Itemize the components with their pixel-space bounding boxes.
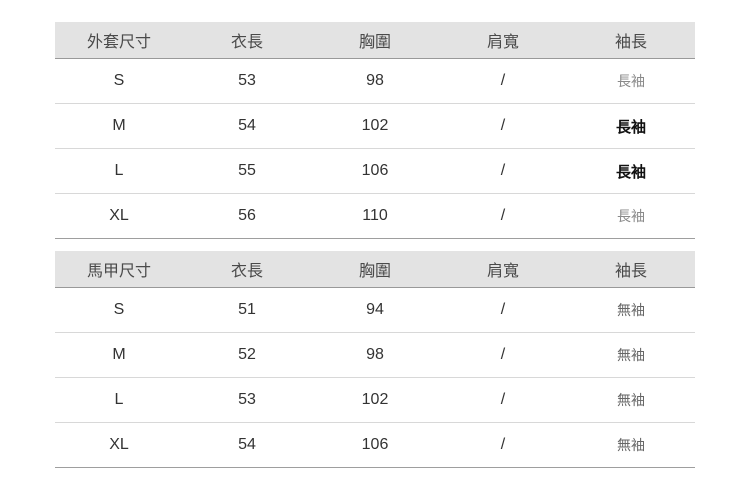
- header-cell-shoulder: 肩寬: [439, 251, 567, 288]
- sleeve-cell: 長袖: [567, 148, 695, 194]
- vest-header-row: 馬甲尺寸 衣長 胸圍 肩寬 袖長: [55, 251, 695, 288]
- sleeve-value: 無袖: [617, 437, 645, 453]
- length-cell: 55: [183, 148, 311, 194]
- shoulder-cell: /: [439, 148, 567, 194]
- length-cell: 51: [183, 287, 311, 333]
- chest-cell: 110: [311, 193, 439, 239]
- table-row: L 55 106 / 長袖: [55, 148, 695, 194]
- table-row: S 51 94 / 無袖: [55, 287, 695, 333]
- size-cell: M: [55, 103, 183, 149]
- length-cell: 53: [183, 58, 311, 104]
- length-cell: 54: [183, 103, 311, 149]
- size-cell: S: [55, 287, 183, 333]
- table-row: L 53 102 / 無袖: [55, 377, 695, 423]
- chest-cell: 106: [311, 148, 439, 194]
- sleeve-value: 長袖: [615, 118, 646, 136]
- size-cell: S: [55, 58, 183, 104]
- header-cell-sleeve: 袖長: [567, 22, 695, 59]
- sleeve-value: 長袖: [617, 208, 645, 224]
- sleeve-cell: 無袖: [567, 332, 695, 378]
- chest-cell: 102: [311, 377, 439, 423]
- header-cell-chest: 胸圍: [311, 251, 439, 288]
- sleeve-value: 無袖: [617, 392, 645, 408]
- sleeve-value: 長袖: [615, 163, 646, 181]
- sleeve-value: 無袖: [617, 302, 645, 318]
- sleeve-value: 無袖: [617, 347, 645, 363]
- sleeve-cell: 無袖: [567, 287, 695, 333]
- shoulder-cell: /: [439, 58, 567, 104]
- shoulder-cell: /: [439, 103, 567, 149]
- sleeve-cell: 長袖: [567, 58, 695, 104]
- sleeve-cell: 無袖: [567, 377, 695, 423]
- header-cell-sleeve: 袖長: [567, 251, 695, 288]
- size-cell: L: [55, 148, 183, 194]
- jacket-header-row: 外套尺寸 衣長 胸圍 肩寬 袖長: [55, 22, 695, 59]
- shoulder-cell: /: [439, 422, 567, 468]
- table-row: XL 54 106 / 無袖: [55, 422, 695, 468]
- sleeve-cell: 長袖: [567, 193, 695, 239]
- shoulder-cell: /: [439, 287, 567, 333]
- length-cell: 53: [183, 377, 311, 423]
- sleeve-cell: 無袖: [567, 422, 695, 468]
- header-cell-chest: 胸圍: [311, 22, 439, 59]
- header-cell-garment-length: 衣長: [183, 251, 311, 288]
- header-cell-vest-size: 馬甲尺寸: [55, 251, 183, 288]
- header-cell-jacket-size: 外套尺寸: [55, 22, 183, 59]
- header-cell-garment-length: 衣長: [183, 22, 311, 59]
- chest-cell: 106: [311, 422, 439, 468]
- size-cell: L: [55, 377, 183, 423]
- size-cell: XL: [55, 422, 183, 468]
- table-row: M 52 98 / 無袖: [55, 332, 695, 378]
- shoulder-cell: /: [439, 193, 567, 239]
- size-cell: M: [55, 332, 183, 378]
- header-cell-shoulder: 肩寬: [439, 22, 567, 59]
- length-cell: 54: [183, 422, 311, 468]
- jacket-size-table: 外套尺寸 衣長 胸圍 肩寬 袖長 S 53 98 / 長袖 M 54 102 /…: [55, 22, 695, 239]
- vest-size-table: 馬甲尺寸 衣長 胸圍 肩寬 袖長 S 51 94 / 無袖 M 52 98 / …: [55, 251, 695, 468]
- length-cell: 56: [183, 193, 311, 239]
- chest-cell: 102: [311, 103, 439, 149]
- shoulder-cell: /: [439, 332, 567, 378]
- table-row: M 54 102 / 長袖: [55, 103, 695, 149]
- table-row: XL 56 110 / 長袖: [55, 193, 695, 239]
- chest-cell: 94: [311, 287, 439, 333]
- shoulder-cell: /: [439, 377, 567, 423]
- table-row: S 53 98 / 長袖: [55, 58, 695, 104]
- sleeve-cell: 長袖: [567, 103, 695, 149]
- length-cell: 52: [183, 332, 311, 378]
- size-cell: XL: [55, 193, 183, 239]
- sleeve-value: 長袖: [617, 73, 645, 89]
- chest-cell: 98: [311, 332, 439, 378]
- chest-cell: 98: [311, 58, 439, 104]
